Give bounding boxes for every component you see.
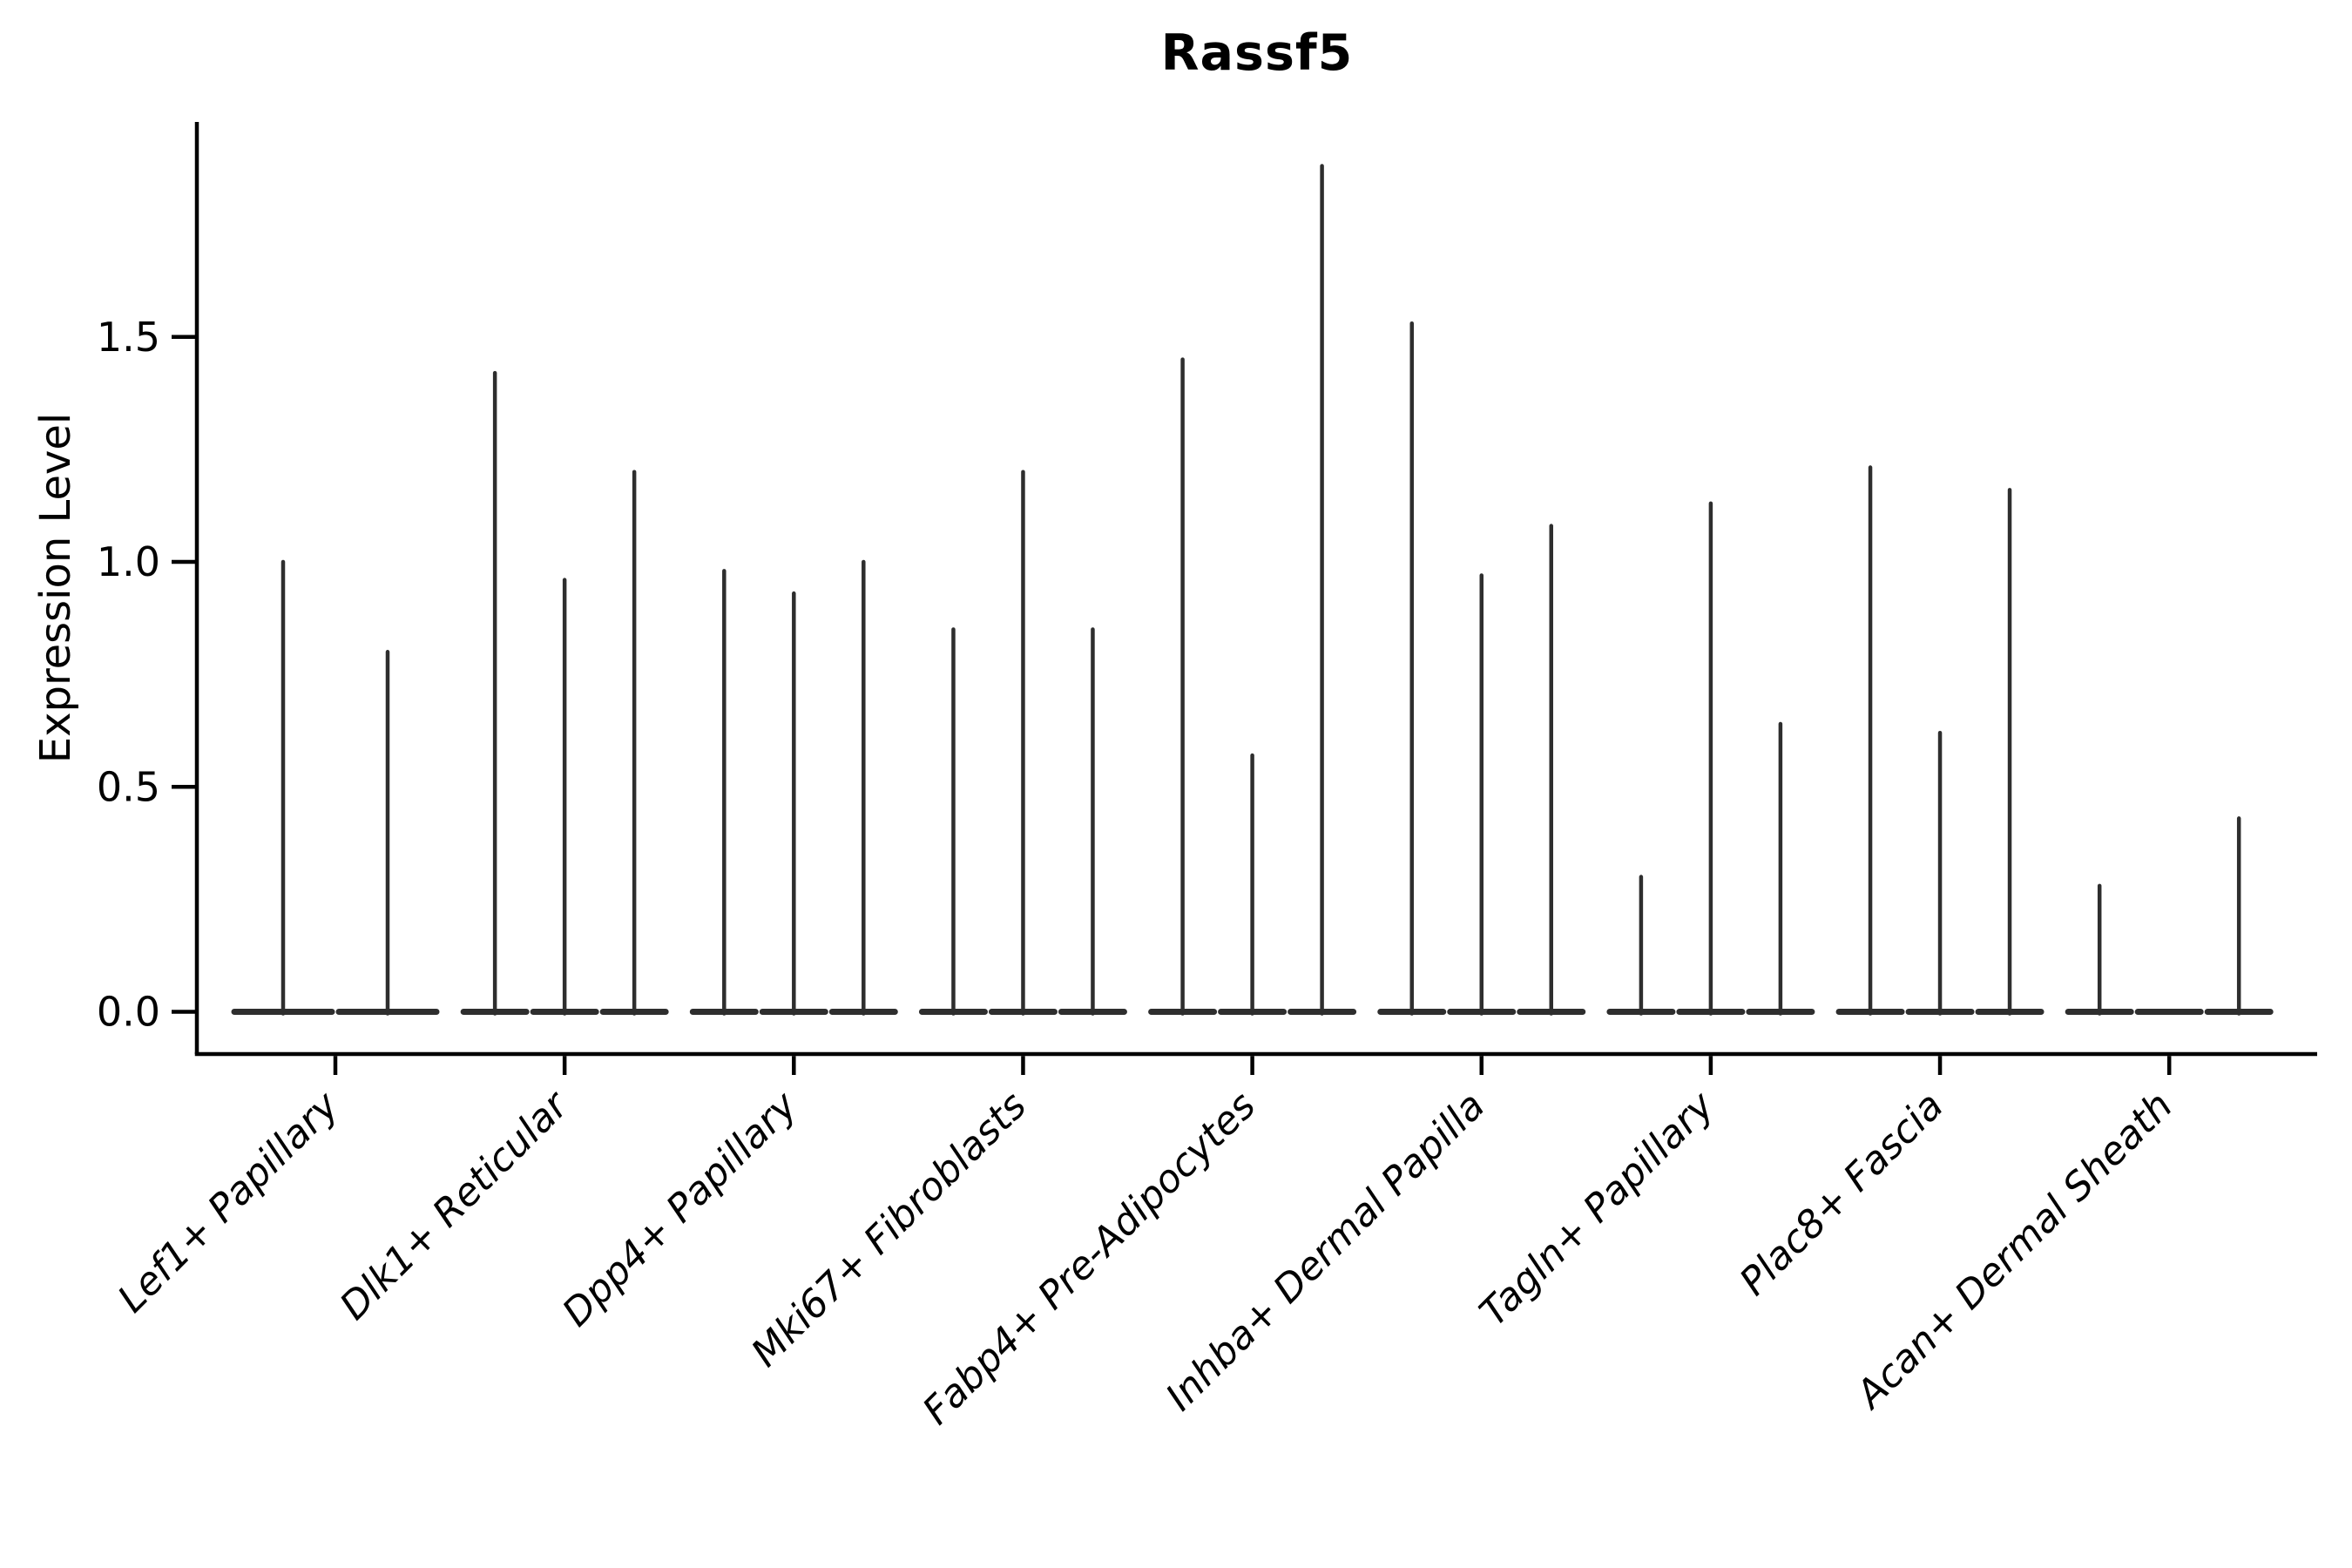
y-tick-label: 0.5 (97, 763, 160, 810)
x-tick-label: Dlk1+ Reticular (332, 1082, 578, 1328)
x-tick-label: Plac8+ Fascia (1731, 1084, 1951, 1304)
x-tick-label: Lef1+ Papillary (110, 1083, 348, 1321)
y-tick-label: 1.0 (97, 538, 160, 585)
y-tick-label: 0.0 (97, 989, 160, 1036)
x-tick-label: Tagln+ Papillary (1471, 1083, 1723, 1335)
y-tick-label: 1.5 (97, 314, 160, 361)
chart-title: Rassf5 (1160, 24, 1354, 82)
x-tick-label: Dpp4+ Papillary (554, 1083, 807, 1335)
